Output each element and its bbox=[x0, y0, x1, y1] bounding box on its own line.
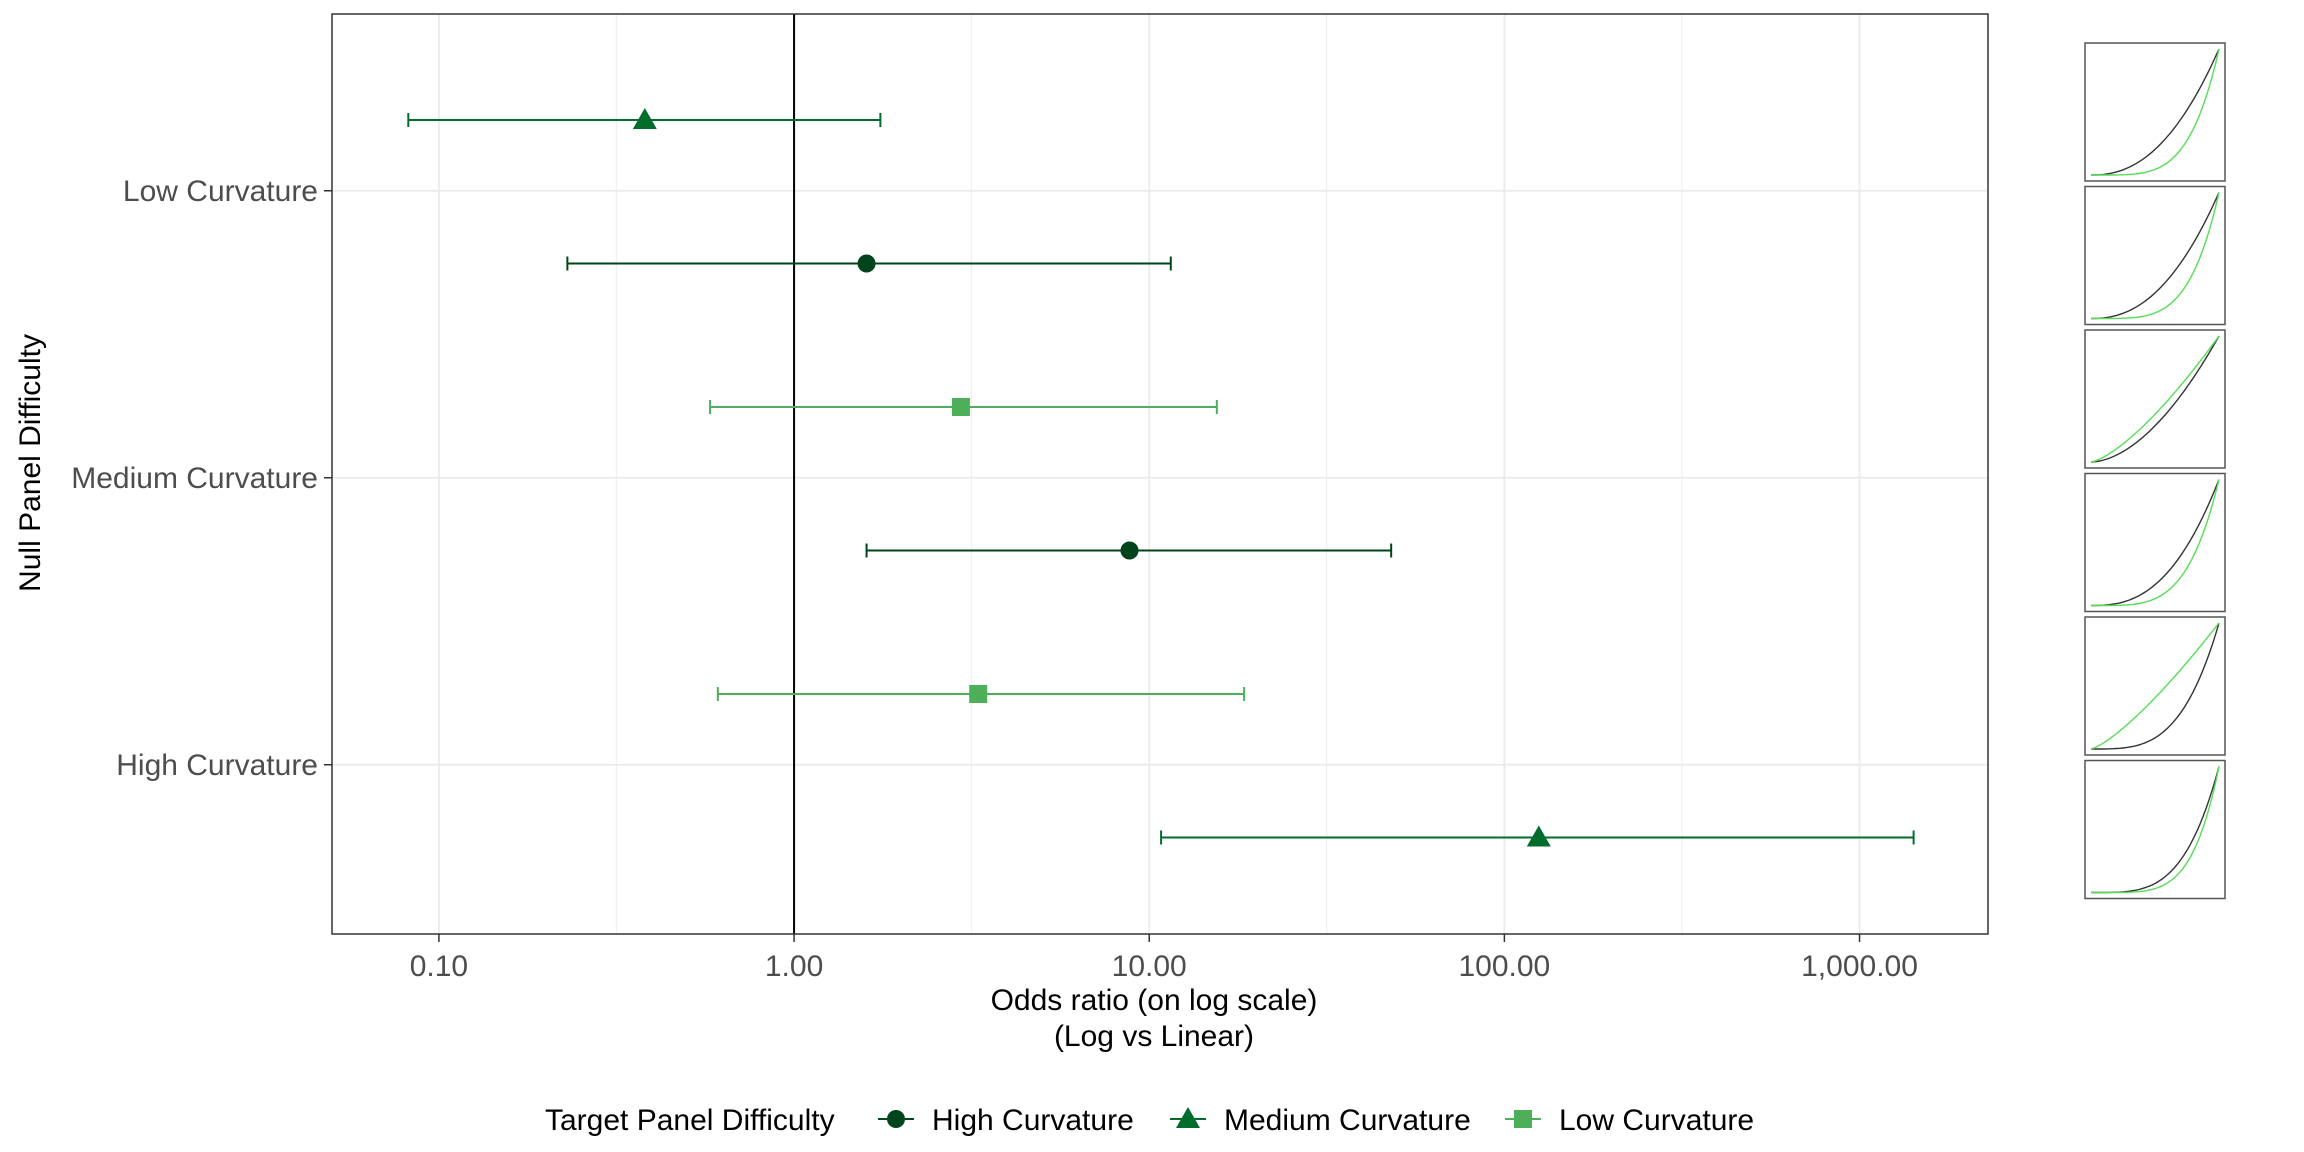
thumbnail-panel bbox=[2084, 42, 2226, 182]
point-estimate bbox=[632, 108, 657, 129]
legend-entry: Medium Curvature bbox=[1170, 1104, 1471, 1137]
thumbnail-panel bbox=[2084, 616, 2226, 756]
x-tick-label: 1,000.00 bbox=[1801, 950, 1918, 983]
thumbnail-border bbox=[2084, 329, 2226, 469]
thumbnail-curve-green bbox=[2091, 192, 2220, 320]
legend-label: High Curvature bbox=[932, 1104, 1134, 1137]
x-tick-label: 10.00 bbox=[1112, 950, 1187, 983]
legend-key-marker bbox=[1176, 1107, 1200, 1128]
error-bar-group bbox=[709, 398, 1218, 416]
curve-thumbnails bbox=[2084, 42, 2226, 900]
thumbnail-curve-dark bbox=[2091, 479, 2220, 607]
legend-entry: Low Curvature bbox=[1505, 1104, 1754, 1137]
thumbnail-curve-green bbox=[2090, 335, 2220, 463]
error-bar-group bbox=[566, 254, 1172, 273]
y-tick-label: Low Curvature bbox=[123, 175, 318, 208]
grid bbox=[332, 14, 1988, 934]
legend-key-marker bbox=[887, 1110, 905, 1128]
axes: 0.10 1.00 10.00 100.00 1,000.00 Low Curvature… bbox=[71, 175, 1918, 983]
thumbnail-border bbox=[2084, 185, 2226, 326]
error-bar-group bbox=[407, 108, 882, 129]
x-axis-title-line1: Odds ratio (on log scale) bbox=[991, 984, 1318, 1017]
legend-key-marker bbox=[1514, 1110, 1532, 1128]
thumbnail-curve-green bbox=[2091, 48, 2220, 176]
point-estimate bbox=[951, 398, 970, 416]
panel-border bbox=[331, 13, 1989, 935]
thumbnail-curve-dark bbox=[2091, 622, 2220, 750]
point-estimate bbox=[857, 254, 876, 273]
error-bar-group bbox=[865, 541, 1393, 560]
point-estimate bbox=[1120, 541, 1139, 560]
x-tick-label: 1.00 bbox=[765, 950, 823, 983]
y-tick-label: Medium Curvature bbox=[71, 462, 318, 495]
legend-title: Target Panel Difficulty bbox=[545, 1104, 835, 1137]
thumbnail-border bbox=[2084, 472, 2226, 613]
thumbnail-border bbox=[2084, 42, 2226, 182]
error-bar-group bbox=[1160, 825, 1915, 847]
thumbnail-panel bbox=[2084, 185, 2226, 326]
legend-label: Medium Curvature bbox=[1224, 1104, 1471, 1137]
point-estimate bbox=[1526, 825, 1551, 847]
legend-label: Low Curvature bbox=[1559, 1104, 1754, 1137]
x-tick-label: 100.00 bbox=[1458, 950, 1550, 983]
thumbnail-curve-dark bbox=[2090, 335, 2220, 463]
thumbnail-curve-dark bbox=[2091, 192, 2220, 320]
point-estimate bbox=[969, 685, 988, 703]
thumbnail-curve-green bbox=[2091, 479, 2220, 607]
x-axis-title-line2: (Log vs Linear) bbox=[1054, 1020, 1254, 1053]
thumbnail-border bbox=[2084, 616, 2226, 756]
data-layer bbox=[407, 108, 1915, 847]
thumbnail-curve-dark bbox=[2091, 48, 2220, 176]
legend-entry: High Curvature bbox=[878, 1104, 1134, 1137]
y-axis-title: Null Panel Difficulty bbox=[14, 334, 47, 592]
y-tick-label: High Curvature bbox=[116, 749, 318, 782]
thumbnail-panel bbox=[2084, 759, 2226, 900]
error-bar-group bbox=[716, 685, 1246, 703]
thumbnail-panel bbox=[2084, 329, 2226, 469]
legend: Target Panel Difficulty High Curvature Me… bbox=[545, 1104, 1754, 1137]
thumbnail-curve-green bbox=[2090, 622, 2220, 750]
thumbnail-curve-green bbox=[2091, 766, 2220, 894]
thumbnail-border bbox=[2084, 759, 2226, 900]
x-tick-label: 0.10 bbox=[410, 950, 468, 983]
thumbnail-panel bbox=[2084, 472, 2226, 613]
